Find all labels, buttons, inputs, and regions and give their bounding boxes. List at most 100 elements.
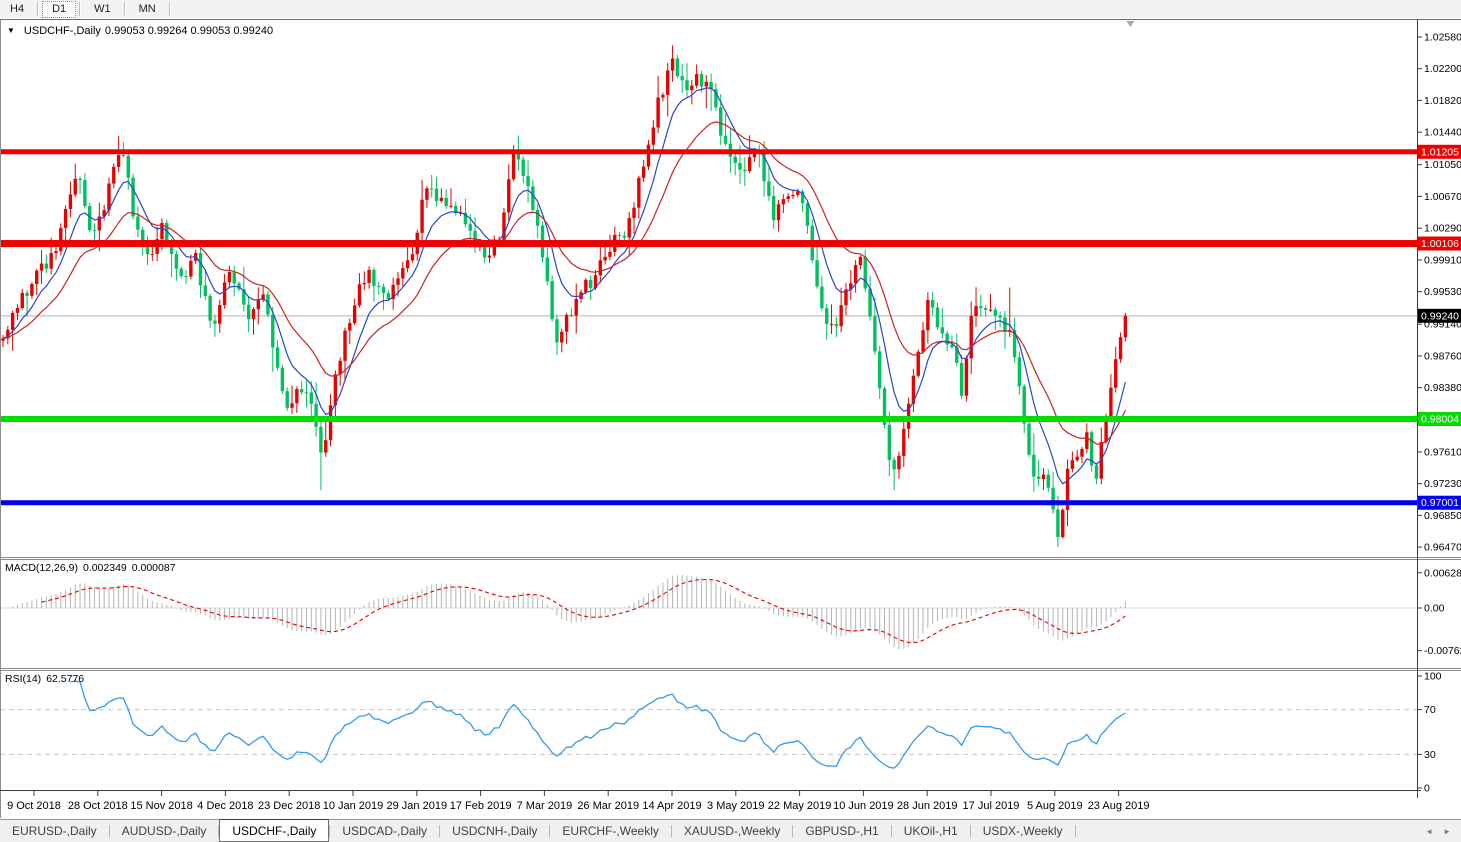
tab-separator [670,825,672,837]
svg-text:0.97001: 0.97001 [1421,497,1459,509]
symbol-tabbar: EURUSD-,Daily AUDUSD-,Daily USDCHF-,Daily U… [0,819,1461,842]
price-badge-support [1418,412,1461,427]
tab-separator [792,825,794,837]
price-badge-resistance [1418,144,1461,159]
hline-resistance-1.00106[interactable] [0,240,1417,248]
tab-separator [329,825,331,837]
tab-audusd-daily[interactable]: AUDUSD-,Daily [121,824,207,838]
svg-text:1.00290: 1.00290 [1424,223,1461,235]
price-badge-resistance [1418,236,1461,251]
svg-text:29 Jan 2019: 29 Jan 2019 [387,800,448,812]
tab-usdcnh-daily[interactable]: USDCNH-,Daily [452,824,538,838]
ohlc-marker-icon: ▼ [7,26,15,35]
svg-text:10 Jan 2019: 10 Jan 2019 [323,800,384,812]
moving-averages [2,87,1126,485]
svg-text:0.99530: 0.99530 [1424,286,1461,298]
svg-text:1.01820: 1.01820 [1424,95,1461,107]
tab-eurchf-weekly[interactable]: EURCHF-,Weekly [562,824,659,838]
svg-text:1.02200: 1.02200 [1424,63,1461,75]
svg-text:1.01050: 1.01050 [1424,159,1461,171]
svg-text:30: 30 [1424,749,1436,761]
svg-text:15 Nov 2018: 15 Nov 2018 [130,800,192,812]
svg-text:0.99910: 0.99910 [1424,254,1461,266]
candlesticks [1,45,1128,547]
svg-text:1.01440: 1.01440 [1424,127,1461,139]
tab-scroll-left-icon[interactable]: ◄ [1425,826,1434,836]
svg-text:1.00106: 1.00106 [1421,238,1459,250]
svg-text:-0.00762: -0.00762 [1424,645,1461,657]
tab-separator [108,825,110,837]
timeframe-button-d1[interactable]: D1 [42,0,77,18]
chart-title: ▼ USDCHF-,Daily 0.99053 0.99264 0.99053 0.… [7,25,273,37]
chart-ohlc-values: 0.99053 0.99264 0.99053 0.99240 [104,25,274,37]
svg-text:0.97230: 0.97230 [1424,478,1461,490]
tab-separator [1074,825,1076,837]
ma-fast-line [2,87,1126,485]
svg-text:26 Mar 2019: 26 Mar 2019 [577,800,639,812]
rsi-indicator-label: RSI(14) 62.5776 [5,673,84,685]
tab-scroll-nav: ◄ ► [1425,820,1461,842]
tab-scroll-right-icon[interactable]: ► [1443,826,1451,836]
toolbar-separator [79,2,82,16]
hline-support-0.97001[interactable] [0,500,1417,506]
toolbar-separator [123,2,126,16]
tab-separator [969,825,971,837]
svg-text:23 Dec 2018: 23 Dec 2018 [258,800,320,812]
svg-text:9 Oct 2018: 9 Oct 2018 [7,800,61,812]
price-badge-current [1418,308,1461,323]
tab-separator [218,825,220,837]
tab-separator [549,825,551,837]
timeframe-button-h4[interactable]: H4 [10,2,25,15]
svg-text:1.02580: 1.02580 [1424,32,1461,44]
price-badge-support [1418,495,1461,510]
svg-text:28 Oct 2018: 28 Oct 2018 [68,800,128,812]
tab-ukoil-h1[interactable]: UKOil-,H1 [903,824,958,838]
timeframe-button-mn[interactable]: MN [138,2,156,15]
tab-gbpusd-h1[interactable]: GBPUSD-,H1 [805,824,879,838]
timeframe-toolbar: H4 D1 W1 MN [0,0,1461,18]
svg-text:0.98004: 0.98004 [1421,414,1459,426]
svg-text:70: 70 [1424,704,1436,716]
chart-symbol-label: USDCHF-,Daily [23,25,101,37]
timeframe-button-w1[interactable]: W1 [94,2,111,15]
price-axis-badges: 1.01205 1.00106 0.98004 0.97001 0.99240 [1418,144,1461,510]
svg-text:22 May 2019: 22 May 2019 [768,800,832,812]
svg-text:100: 100 [1424,671,1442,683]
svg-text:4 Dec 2018: 4 Dec 2018 [197,800,253,812]
date-axis: 9 Oct 2018 28 Oct 2018 15 Nov 2018 4 Dec 20… [7,791,1149,812]
hline-resistance-1.01205[interactable] [0,149,1417,155]
macd-signal-line [41,578,1126,644]
svg-text:0.98760: 0.98760 [1424,350,1461,362]
svg-text:10 Jun 2019: 10 Jun 2019 [833,800,894,812]
rsi-pane [0,680,1417,769]
svg-text:0.99240: 0.99240 [1421,310,1459,322]
macd-pane [0,574,1417,650]
svg-text:1.00670: 1.00670 [1424,191,1461,203]
svg-text:14 Apr 2019: 14 Apr 2019 [642,800,701,812]
rsi-value: 62.5776 [46,673,85,685]
chart-shift-marker-icon [1126,21,1135,27]
macd-name: MACD(12,26,9) [5,562,78,574]
tab-xauusd-weekly[interactable]: XAUUSD-,Weekly [683,824,781,838]
svg-text:28 Jun 2019: 28 Jun 2019 [897,800,958,812]
price-chart-canvas[interactable]: 1.02580 1.02200 1.01820 1.01440 1.01050 1.006… [0,0,1461,819]
svg-text:0.96470: 0.96470 [1424,542,1461,554]
svg-text:17 Feb 2019: 17 Feb 2019 [450,800,512,812]
tab-usdcad-daily[interactable]: USDCAD-,Daily [342,824,428,838]
toolbar-separator [168,2,171,16]
toolbar-separator [37,2,40,16]
tab-eurusd-daily[interactable]: EURUSD-,Daily [12,824,97,838]
svg-text:0.006286: 0.006286 [1424,567,1461,579]
ma-slow-line [2,121,1126,445]
hline-support-0.98004[interactable] [0,416,1417,423]
svg-text:17 Jul 2019: 17 Jul 2019 [963,800,1020,812]
svg-text:0.97610: 0.97610 [1424,446,1461,458]
tab-usdchf-daily[interactable]: USDCHF-,Daily [219,819,330,842]
tab-usdx-weekly[interactable]: USDX-,Weekly [982,824,1063,838]
price-axis: 1.02580 1.02200 1.01820 1.01440 1.01050 1.006… [1417,32,1461,795]
svg-text:7 Mar 2019: 7 Mar 2019 [517,800,573,812]
svg-text:0.96850: 0.96850 [1424,510,1461,522]
chart-borders [0,19,1461,818]
macd-signal-value: 0.000087 [131,562,176,574]
rsi-line [70,680,1126,769]
